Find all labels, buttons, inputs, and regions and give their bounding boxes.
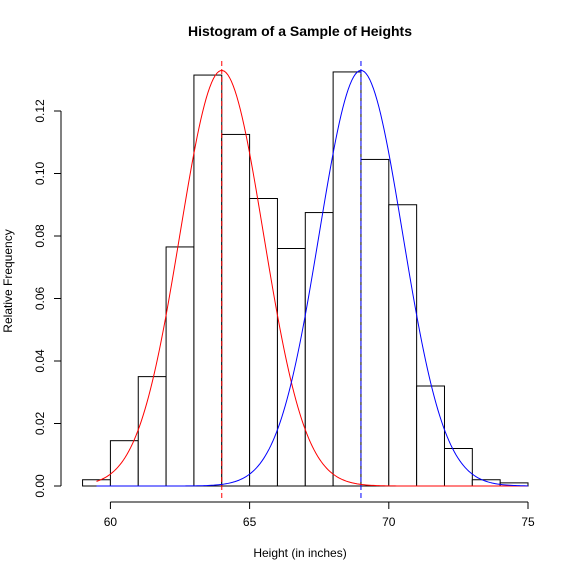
y-tick-label: 0.04	[33, 349, 47, 373]
y-tick-label: 0.10	[33, 161, 47, 185]
histogram-bar	[82, 479, 111, 487]
histogram-bar	[443, 448, 473, 487]
x-tick-label: 75	[521, 515, 535, 529]
histogram-bar	[137, 376, 167, 487]
bars-group	[82, 71, 529, 487]
density-curve	[96, 69, 528, 487]
y-axis-label: Relative Frequency	[1, 229, 15, 332]
mean-lines	[221, 61, 362, 500]
histogram-bar	[249, 198, 278, 487]
histogram-bar	[276, 248, 306, 487]
histogram-bar	[193, 74, 223, 487]
x-tick-label: 70	[382, 515, 396, 529]
histogram-bar	[109, 440, 139, 487]
histogram-bar	[471, 479, 501, 487]
y-tick-label: 0.06	[33, 286, 47, 310]
y-axis: 0.00 0.02 0.04 0.06 0.08 0.10 0.12	[33, 99, 62, 498]
x-axis-label: Height (in inches)	[253, 546, 346, 560]
histogram-bar	[332, 71, 362, 487]
y-tick-label: 0.08	[33, 224, 47, 248]
y-tick-label: 0.00	[33, 474, 47, 498]
x-tick-label: 65	[243, 515, 257, 529]
x-tick-label: 60	[104, 515, 118, 529]
histogram-bar	[360, 158, 390, 487]
histogram-bar	[221, 133, 251, 487]
density-curves	[96, 69, 529, 487]
histogram-bar	[416, 385, 445, 487]
y-tick-label: 0.12	[33, 99, 47, 123]
chart-title: Histogram of a Sample of Heights	[188, 23, 412, 39]
histogram-bar	[304, 212, 334, 487]
density-curve	[96, 69, 529, 487]
y-tick-label: 0.02	[33, 411, 47, 435]
x-axis: 60 65 70 75	[104, 501, 535, 529]
histogram-bar	[388, 204, 418, 487]
histogram-bar	[165, 246, 195, 487]
